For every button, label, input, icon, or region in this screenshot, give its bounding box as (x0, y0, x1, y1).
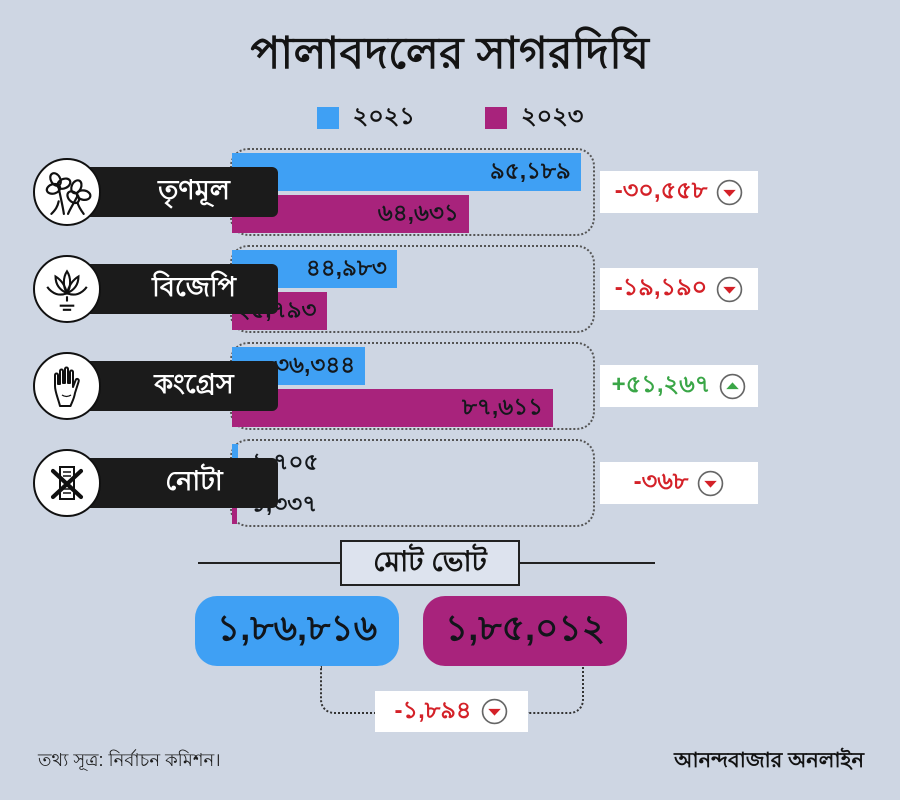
tmc-flowers-icon (33, 158, 101, 226)
legend-label-2023: ২০২৩ (520, 103, 584, 130)
legend: ২০২১ ২০২৩ (0, 98, 900, 138)
total-votes-heading: মোট ভোট (340, 540, 520, 586)
row-bjp: বিজেপি ৪৪,৯৮৩ ২৫,৭৯৩ (0, 245, 900, 333)
down-arrow-icon (717, 276, 743, 302)
page-title: পালাবদলের সাগরদিঘি (250, 29, 650, 78)
total-votes-label: মোট ভোট (373, 545, 487, 577)
party-name: কংগ্রেস (154, 368, 234, 399)
total-2021-value: ১,৮৬,৮১৬ (216, 607, 378, 648)
party-rows: তৃণমূল ৯৫,১৮৯ (0, 148, 900, 536)
bars-panel-bjp: ৪৪,৯৮৩ ২৫,৭৯৩ (230, 245, 595, 333)
row-congress: কংগ্রেস ৩৬,৩৪৪ ৮৭,৬১১ +৫১,২৬৭ (0, 342, 900, 430)
bar-value-2021: ৯৫,১৮৯ (489, 157, 571, 184)
publisher-brand: আনন্দবাজার অনলাইন (674, 749, 864, 772)
bars-panel-congress: ৩৬,৩৪৪ ৮৭,৬১১ (230, 342, 595, 430)
row-nota: নোটা ১,৭০৫ ১,৩৩৭ -৩ (0, 439, 900, 527)
bar-value-2023: ৮৭,৬১১ (462, 393, 544, 420)
change-badge-trinamool: -৩০,৫৫৮ (600, 171, 758, 213)
change-value: -৩০,৫৫৮ (614, 177, 708, 204)
party-name: তৃণমূল (158, 174, 230, 205)
party-name: বিজেপি (152, 271, 236, 302)
bar-value-2023: ৬৪,৬৩১ (377, 199, 459, 226)
change-badge-congress: +৫১,২৬৭ (600, 365, 758, 407)
total-change-value: -১,৮৯৪ (394, 696, 472, 724)
down-arrow-icon (717, 179, 743, 205)
connector-line-right (528, 666, 584, 714)
total-2021-pill: ১,৮৬,৮১৬ (195, 596, 399, 666)
legend-item-2023: ২০২৩ (484, 98, 584, 138)
change-value: +৫১,২৬৭ (611, 371, 711, 398)
nota-crossed-ballot-icon (33, 449, 101, 517)
legend-label-2021: ২০২১ (352, 103, 415, 130)
bar-value-2021: ৪৪,৯৮৩ (305, 254, 387, 281)
party-name: নোটা (165, 465, 223, 496)
total-2023-value: ১,৮৫,০১২ (444, 607, 606, 648)
change-badge-nota: -৩৬৮ (600, 462, 758, 504)
connector-line-left (320, 666, 377, 714)
bar-2021-trinamool: ৯৫,১৮৯ (232, 153, 581, 191)
change-value: -১৯,১৯০ (614, 274, 708, 301)
change-badge-bjp: -১৯,১৯০ (600, 268, 758, 310)
bjp-lotus-icon (33, 255, 101, 323)
bars-panel-trinamool: ৯৫,১৮৯ ৬৪,৬৩১ (230, 148, 595, 236)
down-arrow-icon (482, 698, 508, 725)
legend-item-2021: ২০২১ (316, 98, 415, 138)
legend-swatch-2023 (484, 107, 507, 129)
legend-swatch-2021 (316, 107, 339, 129)
total-change-badge: -১,৮৯৪ (375, 691, 528, 732)
congress-hand-icon (33, 352, 101, 420)
bjp-lotus-icon (46, 269, 88, 311)
bar-value-2021: ৩৬,৩৪৪ (274, 351, 356, 378)
total-2023-pill: ১,৮৫,০১২ (423, 596, 627, 666)
congress-hand-icon (54, 366, 80, 407)
row-trinamool: তৃণমূল ৯৫,১৮৯ (0, 148, 900, 236)
bars-panel-nota: ১,৭০৫ ১,৩৩৭ (230, 439, 595, 527)
data-source-note: তথ্য সূত্র: নির্বাচন কমিশন। (38, 750, 221, 770)
change-value: -৩৬৮ (633, 468, 689, 495)
down-arrow-icon (698, 470, 724, 496)
tmc-flowers-icon (45, 172, 92, 215)
bar-2023-congress: ৮৭,৬১১ (232, 389, 554, 427)
up-arrow-icon (720, 373, 746, 399)
nota-crossed-ballot-icon (50, 466, 84, 500)
